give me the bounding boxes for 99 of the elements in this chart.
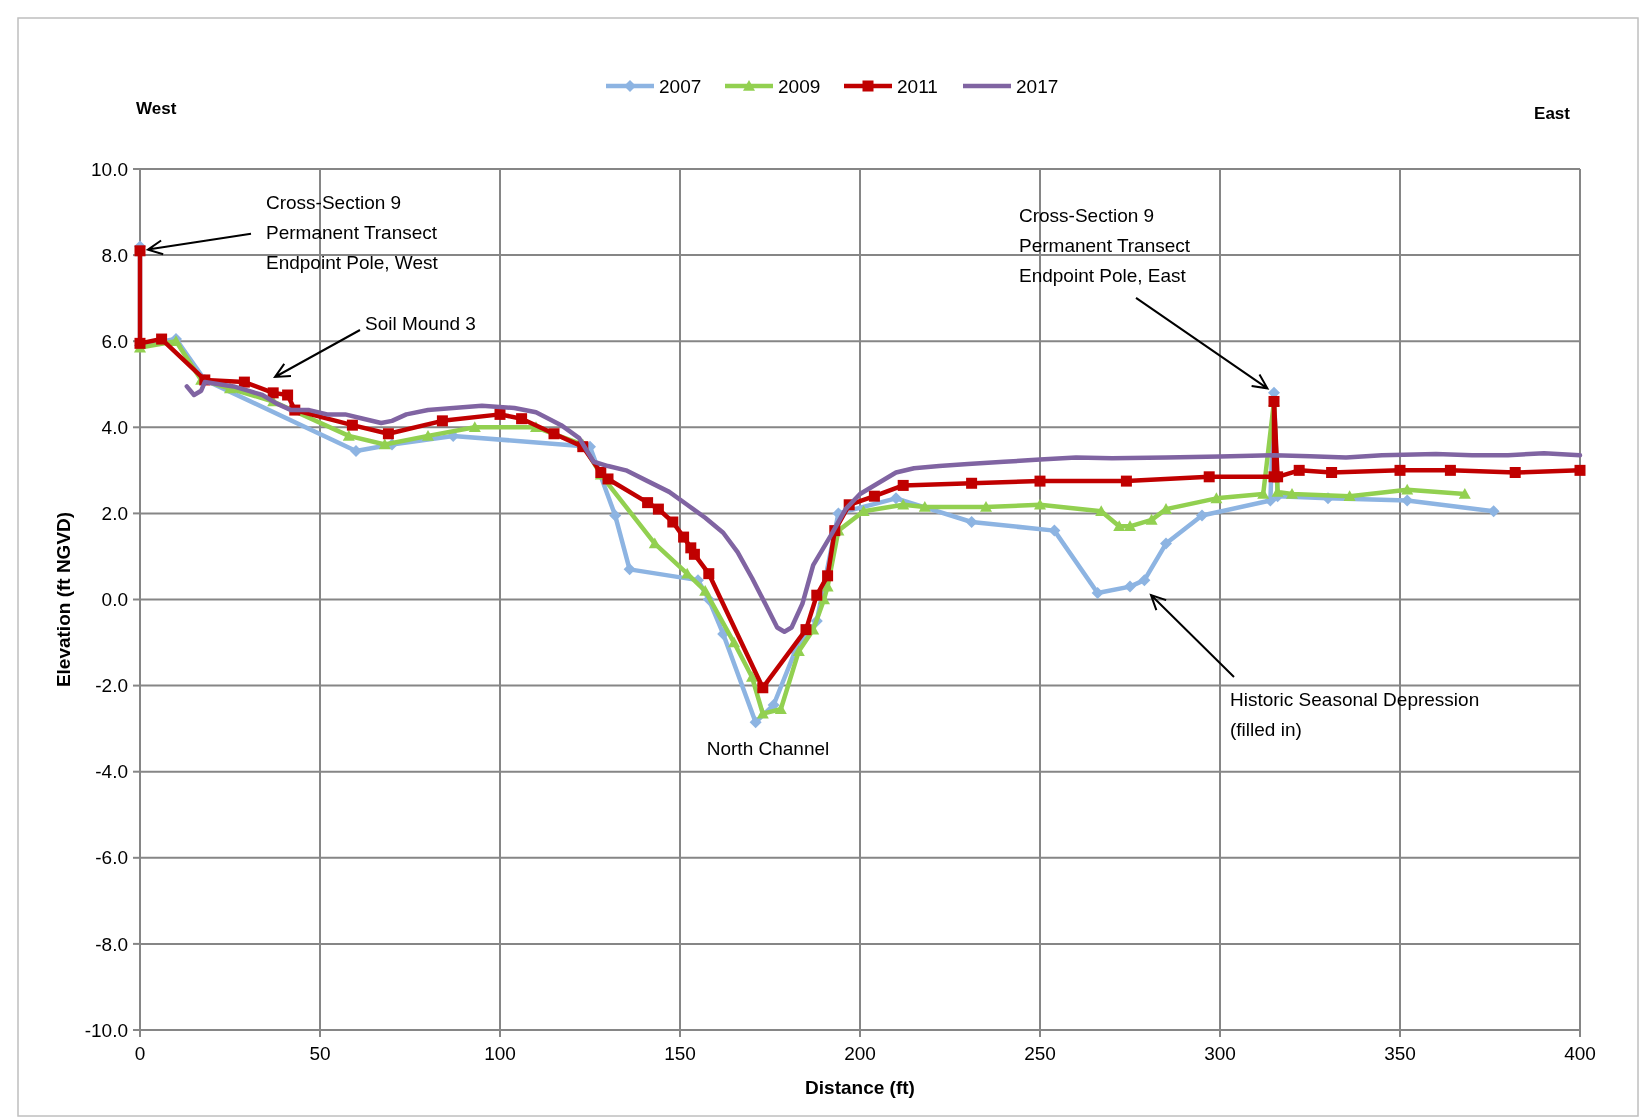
point — [342, 429, 355, 441]
point — [1394, 464, 1406, 476]
point — [1272, 471, 1284, 483]
point — [667, 516, 679, 528]
point — [980, 500, 992, 512]
legend-label: 2007 — [659, 75, 702, 97]
point — [822, 570, 834, 582]
point — [749, 716, 762, 729]
point — [156, 333, 168, 345]
point — [800, 624, 812, 636]
point — [1124, 580, 1136, 593]
y-tick-label: -2.0 — [95, 675, 128, 697]
point — [1444, 464, 1456, 476]
point — [1293, 464, 1305, 476]
y-tick-label: 8.0 — [101, 244, 128, 266]
x-tick-label: 300 — [1204, 1043, 1236, 1064]
point — [1091, 587, 1104, 600]
point — [1401, 483, 1414, 495]
x-tick-label: 50 — [309, 1043, 331, 1064]
point — [652, 503, 664, 515]
point — [378, 438, 391, 450]
y-tick-label: 4.0 — [101, 416, 128, 438]
point — [965, 516, 978, 529]
point — [642, 497, 654, 509]
annotation: Historic Seasonal Depression (filled in) — [1230, 688, 1480, 740]
point — [436, 415, 448, 427]
x-tick-label: 150 — [664, 1043, 696, 1064]
x-tick-label: 200 — [844, 1043, 876, 1064]
annotation: Soil Mound 3 — [365, 312, 476, 334]
point — [890, 492, 902, 505]
point — [1210, 492, 1223, 504]
point — [382, 428, 394, 440]
text: East — [1534, 103, 1571, 123]
annotation: North Channel — [706, 737, 830, 759]
point — [897, 498, 910, 510]
point — [1145, 513, 1158, 525]
point — [868, 490, 880, 502]
point — [238, 376, 250, 388]
point — [623, 563, 636, 576]
point — [548, 428, 560, 440]
point — [1286, 488, 1298, 499]
point — [282, 389, 294, 401]
x-tick-label: 0 — [134, 1043, 146, 1064]
point — [1326, 467, 1338, 478]
point — [678, 531, 690, 543]
point — [1574, 464, 1586, 476]
point — [811, 589, 823, 601]
point — [1203, 471, 1215, 483]
point — [350, 444, 362, 457]
point — [688, 548, 700, 560]
point — [1034, 498, 1046, 510]
point — [1138, 574, 1151, 587]
y-tick-label: 0.0 — [101, 589, 128, 611]
point — [1124, 520, 1136, 532]
point — [756, 707, 769, 719]
annotation: Cross-Section 9 Permanent Transect Endpoint Pole, West — [266, 192, 439, 274]
point — [757, 682, 769, 694]
point — [346, 419, 358, 431]
y-tick-label: -4.0 — [95, 761, 128, 783]
y-tick-label: 2.0 — [101, 503, 128, 525]
x-tick-label: 350 — [1384, 1043, 1416, 1064]
point — [728, 636, 740, 648]
point — [468, 421, 481, 433]
y-tick-label: -10.0 — [84, 1019, 128, 1041]
x-tick-label: 250 — [1024, 1043, 1056, 1064]
text: West — [136, 98, 177, 118]
legend-label: 2017 — [1016, 75, 1059, 97]
point — [1458, 488, 1471, 499]
point — [703, 568, 715, 580]
point — [1120, 475, 1132, 487]
point — [918, 500, 931, 512]
y-tick-label: 6.0 — [101, 330, 128, 352]
x-tick-label: 400 — [1564, 1043, 1596, 1064]
point — [1034, 475, 1046, 487]
annotation: Cross-Section 9 Permanent Transect Endpoint Pole, East — [1019, 204, 1191, 286]
point — [516, 413, 528, 425]
point — [609, 509, 622, 522]
point — [966, 477, 978, 489]
legend-label: 2011 — [897, 75, 938, 97]
point — [746, 670, 758, 682]
point — [699, 584, 712, 596]
point — [494, 408, 506, 420]
point — [602, 473, 614, 485]
point — [1113, 520, 1126, 532]
legend-label: 2009 — [778, 75, 821, 97]
y-tick-label: -6.0 — [95, 847, 128, 869]
point — [1509, 467, 1521, 478]
point — [1196, 509, 1208, 522]
point — [267, 387, 279, 399]
point — [774, 703, 787, 715]
x-tick-label: 100 — [484, 1043, 516, 1064]
point — [1160, 537, 1172, 550]
y-tick-label: 10.0 — [91, 158, 128, 180]
y-tick-label: -8.0 — [95, 933, 128, 955]
point — [1343, 490, 1356, 501]
point — [422, 429, 434, 441]
x-axis-title: Distance (ft) — [805, 1077, 915, 1098]
point — [897, 479, 909, 491]
y-axis-title: Elevation (ft NGVD) — [53, 511, 74, 688]
